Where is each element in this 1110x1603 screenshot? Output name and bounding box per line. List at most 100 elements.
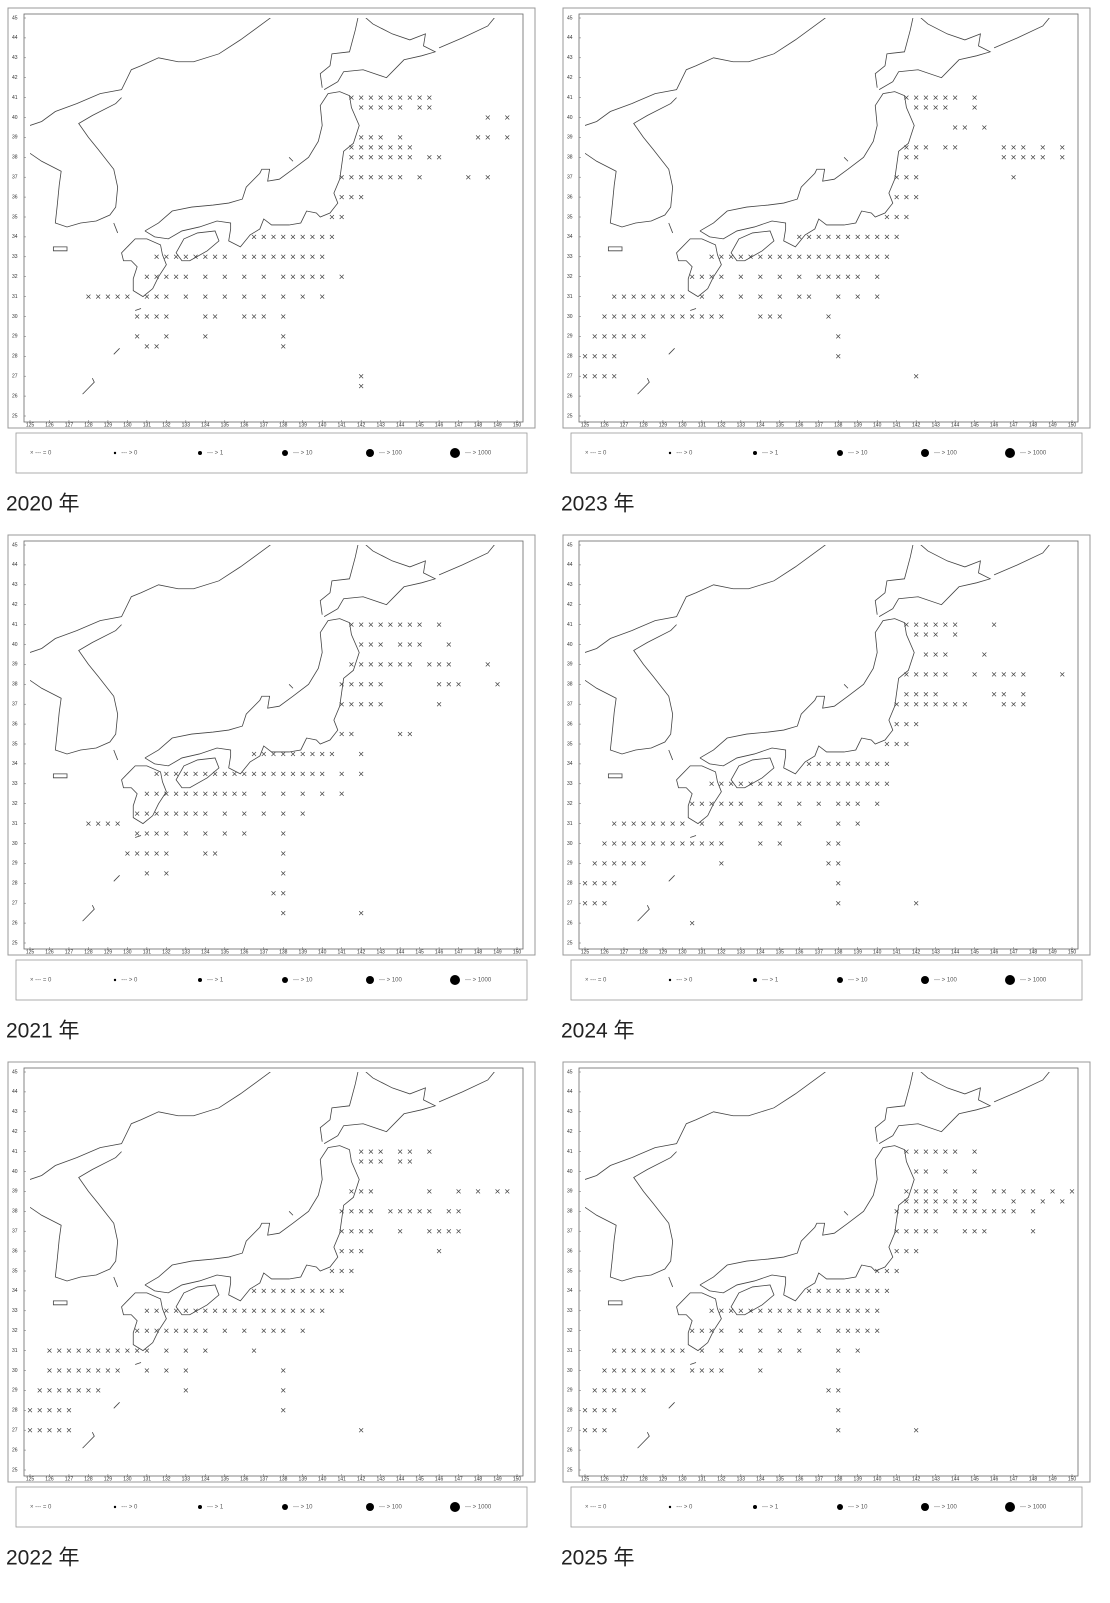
zero-catch-marker	[592, 1427, 597, 1433]
lon-tick-label: 128	[84, 422, 93, 428]
zero-catch-marker	[358, 701, 364, 707]
zero-catch-marker	[505, 115, 510, 120]
lon-tick-label: 144	[396, 422, 405, 428]
zero-catch-marker	[1001, 155, 1007, 160]
zero-catch-marker	[1060, 155, 1065, 160]
lon-tick-label: 147	[1009, 422, 1018, 428]
zero-catch-marker	[952, 632, 958, 637]
zero-catch-marker	[300, 274, 305, 279]
lat-tick-label: 41	[12, 622, 18, 628]
zero-catch-marker	[407, 1209, 413, 1214]
zero-catch-marker	[933, 105, 938, 110]
lon-tick-label: 139	[854, 949, 863, 955]
lon-tick-label: 143	[931, 422, 940, 428]
legend-symbol	[837, 977, 843, 983]
zero-catch-marker	[95, 294, 101, 299]
zero-catch-marker	[339, 1209, 344, 1214]
zero-catch-marker	[611, 861, 617, 866]
zero-catch-marker	[797, 1308, 802, 1314]
zero-catch-marker	[56, 1408, 62, 1413]
zero-catch-marker	[680, 294, 685, 299]
zero-catch-marker	[349, 731, 354, 737]
lat-tick-label: 43	[12, 55, 18, 61]
zero-catch-marker	[417, 174, 422, 180]
zero-catch-marker	[154, 344, 159, 349]
zero-catch-marker	[972, 1149, 977, 1154]
lat-tick-label: 25	[12, 413, 18, 419]
zero-catch-marker	[1011, 1199, 1016, 1204]
zero-catch-marker	[407, 155, 413, 160]
zero-catch-marker	[222, 811, 228, 816]
zero-catch-marker	[884, 214, 890, 220]
zero-catch-marker	[1021, 692, 1026, 697]
legend-label: --- > 10	[848, 451, 868, 457]
lon-tick-label: 146	[990, 1476, 999, 1482]
zero-catch-marker	[280, 334, 286, 339]
zero-catch-marker	[611, 841, 617, 846]
zero-catch-marker	[134, 334, 140, 339]
lon-tick-label: 125	[581, 1476, 590, 1482]
lat-tick-label: 37	[12, 702, 18, 708]
lat-tick-label: 32	[12, 274, 18, 280]
zero-catch-marker	[290, 1288, 296, 1294]
zero-catch-marker	[913, 721, 919, 727]
zero-catch-marker	[183, 831, 189, 836]
zero-catch-marker	[222, 1308, 228, 1314]
zero-catch-marker	[319, 791, 325, 796]
zero-catch-marker	[777, 1308, 783, 1314]
zero-catch-marker	[641, 314, 646, 319]
zero-catch-marker	[923, 105, 929, 110]
legend-symbol	[837, 1504, 843, 1510]
zero-catch-marker	[154, 1308, 159, 1314]
lon-tick-label: 144	[951, 1476, 960, 1482]
zero-catch-marker	[280, 771, 286, 777]
zero-catch-marker	[222, 831, 228, 836]
zero-catch-marker	[835, 900, 841, 906]
zero-catch-marker	[943, 145, 948, 150]
zero-catch-marker	[280, 751, 286, 757]
zero-catch-marker	[1069, 1189, 1075, 1194]
map-panel: 25 26 27 28 29 30 31 32 33 34 35 36 37 38 39 40 41 42 43 44…	[561, 1061, 1091, 1570]
lon-tick-label: 143	[376, 949, 385, 955]
zero-catch-marker	[913, 373, 919, 379]
lon-tick-label: 132	[162, 422, 171, 428]
lon-tick-label: 141	[338, 949, 347, 955]
zero-catch-marker	[845, 254, 851, 260]
zero-catch-marker	[719, 1308, 724, 1314]
lon-tick-label: 129	[104, 1476, 113, 1482]
lon-tick-label: 148	[474, 1476, 483, 1482]
zero-catch-marker	[923, 1209, 929, 1214]
zero-catch-marker	[1001, 145, 1007, 150]
legend-symbol	[753, 978, 757, 982]
zero-catch-marker	[758, 1328, 763, 1333]
lon-tick-label: 147	[1009, 1476, 1018, 1482]
zero-catch-marker	[358, 174, 364, 180]
lon-tick-label: 140	[873, 422, 882, 428]
zero-catch-marker	[203, 334, 208, 339]
legend-box	[570, 1486, 1083, 1528]
map-panel: 25 26 27 28 29 30 31 32 33 34 35 36 37 38 39 40 41 42 43 44…	[561, 7, 1091, 516]
zero-catch-marker	[641, 861, 646, 866]
legend-label: --- > 100	[934, 978, 958, 984]
lon-tick-label: 133	[737, 949, 746, 955]
zero-catch-marker	[767, 1308, 773, 1314]
plot-frame	[578, 13, 1079, 423]
lat-tick-label: 35	[12, 741, 18, 747]
zero-catch-marker	[748, 781, 753, 787]
lon-tick-label: 133	[737, 1476, 746, 1482]
lon-tick-label: 145	[415, 1476, 424, 1482]
zero-catch-marker	[845, 781, 851, 787]
zero-catch-marker	[904, 194, 909, 200]
zero-catch-marker	[339, 174, 344, 180]
zero-catch-marker	[874, 234, 880, 240]
panel-frame	[7, 1061, 536, 1483]
zero-catch-marker	[251, 771, 257, 777]
zero-catch-marker	[417, 105, 422, 110]
zero-catch-marker	[952, 145, 958, 150]
zero-catch-marker	[86, 294, 91, 299]
zero-catch-marker	[680, 841, 685, 846]
zero-catch-marker	[904, 622, 909, 627]
lat-tick-label: 34	[567, 234, 573, 240]
zero-catch-marker	[203, 274, 208, 279]
lon-tick-label: 148	[474, 949, 483, 955]
